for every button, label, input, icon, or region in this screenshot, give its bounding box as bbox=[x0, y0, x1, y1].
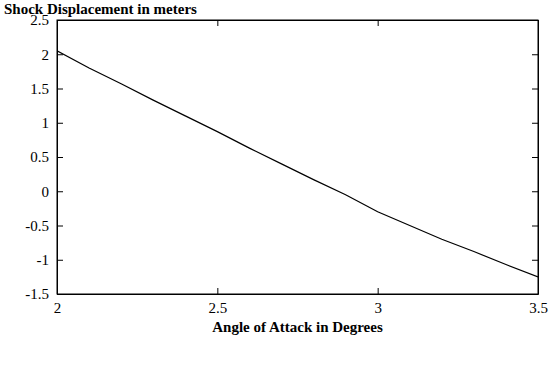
data-line bbox=[57, 51, 538, 277]
frame bbox=[57, 20, 538, 294]
tick bbox=[532, 157, 538, 158]
chart-title: Shock Displacement in meters bbox=[4, 1, 197, 17]
tick-label: 2 bbox=[42, 47, 50, 63]
tick-label: 0.5 bbox=[30, 149, 49, 165]
tick-mark bbox=[57, 157, 63, 158]
tick-mark bbox=[57, 226, 63, 227]
tick-mark bbox=[57, 260, 63, 261]
tick-label: -0.5 bbox=[25, 218, 49, 234]
x-axis: 2 2.5 3 3.5 bbox=[54, 288, 548, 316]
x-axis-title: Angle of Attack in Degrees bbox=[212, 319, 383, 335]
tick: 0.5 bbox=[30, 149, 63, 165]
tick-mark bbox=[532, 191, 538, 192]
tick bbox=[532, 226, 538, 227]
tick-label: 1 bbox=[42, 115, 50, 131]
tick-mark bbox=[378, 288, 379, 294]
tick-mark bbox=[217, 20, 218, 26]
tick: 2 bbox=[42, 47, 64, 63]
tick-label: -1 bbox=[37, 252, 50, 268]
tick-mark bbox=[532, 157, 538, 158]
plot: 2 2.5 3 3.5 -1.5 -1 -0.5 0 0.5 1 1.5 2 2.5 bbox=[25, 12, 548, 315]
tick-label: 0 bbox=[42, 184, 50, 200]
tick bbox=[532, 89, 538, 90]
tick-mark bbox=[532, 54, 538, 55]
tick: 1 bbox=[42, 115, 64, 131]
series bbox=[57, 51, 538, 277]
chart: 22.533.5-1.5-1-0.500.511.522.5Shock Disp… bbox=[0, 0, 552, 366]
tick-label: -1.5 bbox=[25, 286, 49, 302]
tick-label: 2.5 bbox=[208, 300, 227, 316]
tick bbox=[217, 20, 218, 26]
tick-mark bbox=[532, 260, 538, 261]
tick-mark bbox=[57, 123, 63, 124]
tick bbox=[532, 260, 538, 261]
x-axis-top bbox=[58, 20, 539, 26]
tick-mark bbox=[57, 191, 63, 192]
tick-mark bbox=[532, 226, 538, 227]
tick-label: 3.5 bbox=[529, 300, 548, 316]
tick-mark bbox=[532, 89, 538, 90]
tick-label: 3 bbox=[374, 300, 382, 316]
tick: 2.5 bbox=[208, 288, 227, 316]
tick-mark bbox=[57, 89, 63, 90]
tick bbox=[378, 20, 379, 26]
tick bbox=[532, 191, 538, 192]
tick-label: 1.5 bbox=[30, 81, 49, 97]
tick-mark bbox=[378, 20, 379, 26]
tick bbox=[532, 54, 538, 55]
tick-mark bbox=[217, 288, 218, 294]
tick bbox=[532, 123, 538, 124]
tick: 1.5 bbox=[30, 81, 63, 97]
tick-label: 2 bbox=[54, 300, 62, 316]
tick: 0 bbox=[42, 184, 64, 200]
tick: -1 bbox=[37, 252, 64, 268]
tick-mark bbox=[532, 123, 538, 124]
tick: 3 bbox=[374, 288, 382, 316]
tick-mark bbox=[57, 54, 63, 55]
